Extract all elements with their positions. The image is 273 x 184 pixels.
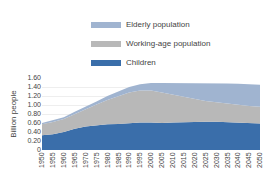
- svg-text:0.40: 0.40: [27, 128, 41, 135]
- svg-text:1.40: 1.40: [27, 83, 41, 90]
- svg-text:1950: 1950: [38, 152, 45, 168]
- svg-text:2005: 2005: [158, 152, 165, 168]
- svg-text:1.60: 1.60: [27, 74, 41, 81]
- svg-text:2040: 2040: [234, 152, 241, 168]
- svg-text:2030: 2030: [213, 152, 220, 168]
- svg-text:0.80: 0.80: [27, 110, 41, 117]
- svg-text:1960: 1960: [60, 152, 67, 168]
- svg-text:2025: 2025: [202, 152, 209, 168]
- svg-text:2035: 2035: [224, 152, 231, 168]
- svg-text:1975: 1975: [93, 152, 100, 168]
- svg-text:0: 0: [37, 146, 41, 153]
- svg-text:1980: 1980: [104, 152, 111, 168]
- svg-text:1.00: 1.00: [27, 101, 41, 108]
- svg-text:2000: 2000: [147, 152, 154, 168]
- svg-text:Elderly population: Elderly population: [126, 20, 190, 29]
- svg-text:1965: 1965: [71, 152, 78, 168]
- svg-text:0.20: 0.20: [27, 137, 41, 144]
- svg-text:2045: 2045: [245, 152, 252, 168]
- svg-text:0.60: 0.60: [27, 119, 41, 126]
- svg-text:2010: 2010: [169, 152, 176, 168]
- svg-text:1995: 1995: [136, 152, 143, 168]
- svg-text:Billion people: Billion people: [9, 90, 18, 138]
- svg-text:1.20: 1.20: [27, 92, 41, 99]
- svg-text:2015: 2015: [180, 152, 187, 168]
- svg-text:1970: 1970: [82, 152, 89, 168]
- svg-text:Working-age population: Working-age population: [126, 39, 210, 48]
- svg-text:Children: Children: [126, 58, 156, 67]
- svg-text:2020: 2020: [191, 152, 198, 168]
- svg-text:2050: 2050: [256, 152, 263, 168]
- svg-text:1955: 1955: [49, 152, 56, 168]
- svg-text:1990: 1990: [125, 152, 132, 168]
- svg-text:1985: 1985: [115, 152, 122, 168]
